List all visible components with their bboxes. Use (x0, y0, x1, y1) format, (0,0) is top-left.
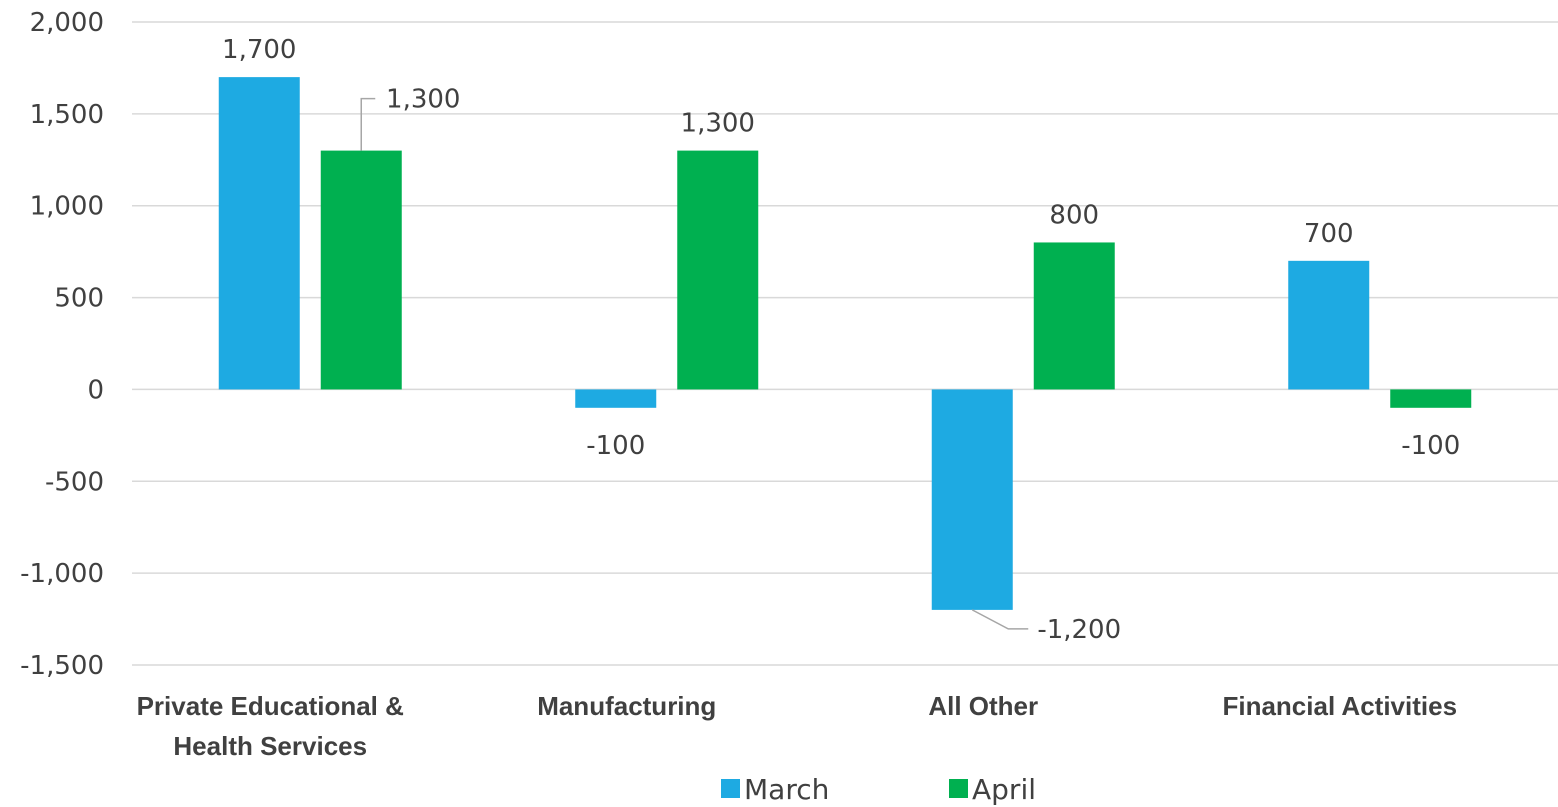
bar-march (1288, 260, 1370, 390)
data-label: -100 (586, 431, 645, 461)
bar-march (575, 389, 657, 408)
legend-swatch-march (721, 779, 740, 798)
legend: March April (721, 773, 1036, 806)
data-label: -1,200 (1037, 615, 1121, 645)
y-axis-ticks: 2,000 1,500 1,000 500 0 -500 -1,000 -1,500 (20, 8, 104, 681)
category-label: Financial Activities (1222, 691, 1457, 721)
label-leader-lines (360, 97, 1029, 630)
data-label: -100 (1401, 431, 1460, 461)
bars (218, 77, 1472, 610)
category-label: Manufacturing (537, 691, 716, 721)
category-label: Private Educational & (137, 691, 404, 721)
y-tick-label: 1,500 (30, 100, 104, 130)
bar-march (218, 77, 300, 390)
bar-april (677, 150, 759, 390)
leader-line (360, 97, 376, 151)
data-label: 1,300 (681, 109, 755, 139)
y-tick-label: 0 (87, 375, 104, 405)
bar-april (1390, 389, 1472, 408)
data-label: 700 (1304, 219, 1354, 249)
category-label: Health Services (173, 731, 367, 761)
data-label: 800 (1049, 200, 1099, 230)
legend-label: March (744, 773, 829, 806)
bar-april (320, 150, 402, 390)
legend-label: April (972, 773, 1036, 806)
data-label: 1,300 (386, 85, 460, 115)
y-tick-label: 1,000 (30, 192, 104, 222)
y-tick-label: 500 (54, 284, 104, 314)
leader-line (971, 609, 1029, 630)
y-tick-label: 2,000 (30, 8, 104, 38)
y-tick-label: -1,000 (20, 559, 104, 589)
data-label: 1,700 (222, 35, 296, 65)
legend-swatch-april (949, 779, 968, 798)
y-tick-label: -1,500 (20, 651, 104, 681)
data-labels: 1,700 -100 -1,200 700 1,300 1,300 800 -100 (222, 35, 1460, 645)
x-axis-categories: Private Educational & Health Services Manu… (137, 691, 1457, 761)
y-tick-label: -500 (45, 467, 104, 497)
category-label: All Other (928, 691, 1038, 721)
bar-march (931, 389, 1013, 610)
bar-april (1033, 242, 1115, 390)
